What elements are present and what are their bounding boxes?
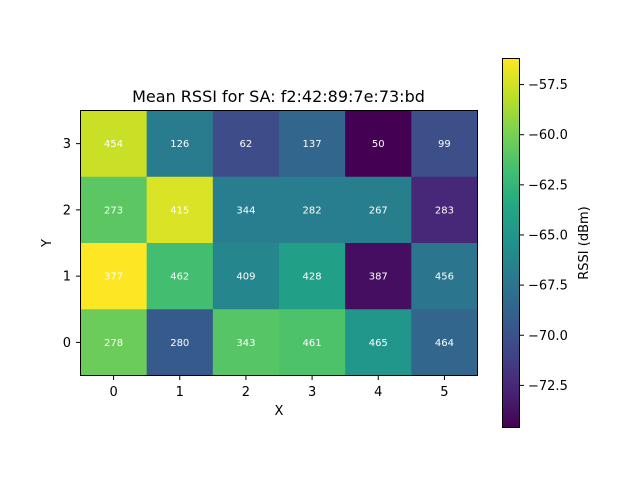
colorbar-label: RSSI (dBm) [577,206,592,279]
cell-count-label: 428 [303,272,322,283]
x-tick-label: 5 [440,385,448,400]
x-tick-label: 2 [242,385,250,400]
cell-count-label: 278 [104,338,123,349]
cell-count-label: 267 [369,205,388,216]
y-axis-ticks: 0 1 2 3 [63,137,81,351]
x-tick-label: 0 [109,385,117,400]
cell-count-label: 62 [240,139,253,150]
heatmap-cell [146,243,214,310]
x-tick-label: 1 [176,385,184,400]
colorbar-tick-label: −67.5 [528,279,568,294]
heatmap-cell [411,176,478,244]
cell-count-label: 137 [303,139,322,150]
plot-frame [80,110,478,376]
cell-count-label: 280 [170,338,189,349]
cell-count-label: 99 [438,139,451,150]
cell-count-label: 454 [104,139,123,150]
chart-title: Mean RSSI for SA: f2:42:89:7e:73:bd [132,87,425,106]
heatmap-cell [345,176,412,244]
heatmap-cell [345,243,412,310]
heatmap-cell [212,110,280,178]
cell-count-label: 456 [435,272,454,283]
colorbar-ticks: −57.5 −60.0 −62.5 −65.0 −67.5 −70.0 −72.5 [519,78,568,394]
heatmap-cell [345,110,412,178]
heatmap-cells: 454 126 62 137 50 99 273 415 344 282 267 283 377 462 4… [80,110,478,376]
cell-count-label: 126 [170,139,189,150]
cell-count-label: 273 [104,205,123,216]
heatmap-cell [411,110,478,178]
y-tick-label: 3 [63,137,71,152]
heatmap-cell [279,176,346,244]
heatmap-cell [212,243,280,310]
cell-count-label: 464 [435,338,454,349]
y-tick-label: 1 [63,270,71,285]
colorbar-tick-label: −65.0 [528,228,568,243]
cell-count-label: 409 [236,272,255,283]
heatmap-cell [345,309,412,376]
heatmap-cell [80,309,148,376]
heatmap-cell [80,176,148,244]
cell-count-label: 377 [104,272,123,283]
colorbar-tick-label: −70.0 [528,329,568,344]
heatmap-cell [212,176,280,244]
x-axis-ticks: 0 1 2 3 4 5 [109,375,449,400]
heatmap-cell [212,309,280,376]
x-tick-label: 4 [374,385,382,400]
colorbar [502,58,520,428]
cell-count-label: 343 [236,338,255,349]
y-axis-label: Y [40,239,55,248]
x-tick-label: 3 [308,385,316,400]
cell-count-label: 283 [435,205,454,216]
cell-count-label: 415 [170,205,189,216]
heatmap-cell [411,309,478,376]
heatmap-cell [146,309,214,376]
y-tick-label: 2 [63,203,71,218]
colorbar-tick-label: −57.5 [528,78,568,93]
heatmap-cell [146,176,214,244]
cell-count-label: 282 [303,205,322,216]
cell-count-label: 461 [303,338,322,349]
heatmap-cell [279,110,346,178]
colorbar-tick-label: −62.5 [528,178,568,193]
heatmap-cell [411,243,478,310]
heatmap-cell [146,110,214,178]
cell-count-label: 462 [170,272,189,283]
cell-count-label: 50 [372,139,385,150]
colorbar-tick-label: −60.0 [528,128,568,143]
y-tick-label: 0 [63,336,71,351]
cell-count-label: 465 [369,338,388,349]
cell-count-label: 387 [369,272,388,283]
x-axis-label: X [275,404,284,419]
colorbar-tick-label: −72.5 [528,379,568,394]
heatmap-cell [80,243,148,310]
cell-count-label: 344 [236,205,255,216]
heatmap-cell [80,110,148,178]
heatmap-cell [279,243,346,310]
heatmap-cell [279,309,346,376]
